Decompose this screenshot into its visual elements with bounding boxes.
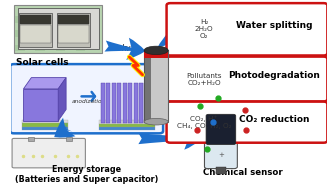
Polygon shape <box>24 78 66 89</box>
FancyBboxPatch shape <box>35 30 45 37</box>
Text: H₂
2H₂O
O₂: H₂ 2H₂O O₂ <box>195 19 213 39</box>
Text: CO₂, H⁺
CH₄, CO, H₂, O₂: CO₂, H⁺ CH₄, CO, H₂, O₂ <box>177 115 231 129</box>
FancyBboxPatch shape <box>66 37 75 44</box>
FancyBboxPatch shape <box>22 123 68 127</box>
FancyBboxPatch shape <box>24 89 58 121</box>
FancyBboxPatch shape <box>112 83 116 123</box>
FancyBboxPatch shape <box>133 83 138 123</box>
FancyBboxPatch shape <box>46 37 55 44</box>
FancyBboxPatch shape <box>22 120 68 123</box>
FancyBboxPatch shape <box>99 120 155 124</box>
Text: +: + <box>218 152 224 158</box>
FancyBboxPatch shape <box>166 102 327 143</box>
FancyBboxPatch shape <box>20 25 51 43</box>
FancyBboxPatch shape <box>66 23 75 30</box>
FancyBboxPatch shape <box>56 30 65 37</box>
FancyBboxPatch shape <box>66 137 72 141</box>
FancyBboxPatch shape <box>139 83 143 123</box>
FancyBboxPatch shape <box>35 45 45 51</box>
Text: Pollutants
CO₂+H₂O: Pollutants CO₂+H₂O <box>186 73 222 85</box>
FancyBboxPatch shape <box>57 13 90 47</box>
FancyBboxPatch shape <box>144 50 168 122</box>
FancyBboxPatch shape <box>58 15 88 24</box>
Text: Energy storage
(Batteries and Super capacitor): Energy storage (Batteries and Super capa… <box>15 165 158 184</box>
FancyBboxPatch shape <box>101 83 105 123</box>
FancyBboxPatch shape <box>86 37 95 44</box>
FancyBboxPatch shape <box>86 23 95 30</box>
FancyBboxPatch shape <box>122 83 127 123</box>
Text: Photodegradation: Photodegradation <box>229 71 320 80</box>
FancyBboxPatch shape <box>15 30 25 37</box>
Ellipse shape <box>144 46 168 55</box>
FancyBboxPatch shape <box>25 9 35 16</box>
FancyBboxPatch shape <box>56 16 65 23</box>
FancyBboxPatch shape <box>206 114 236 145</box>
FancyBboxPatch shape <box>144 83 149 123</box>
FancyBboxPatch shape <box>22 127 68 130</box>
FancyBboxPatch shape <box>35 16 45 23</box>
Text: anodization: anodization <box>72 99 106 104</box>
FancyBboxPatch shape <box>166 57 327 101</box>
Text: hv: hv <box>121 44 131 53</box>
FancyBboxPatch shape <box>46 9 55 16</box>
FancyBboxPatch shape <box>99 127 155 130</box>
FancyBboxPatch shape <box>25 37 35 44</box>
FancyBboxPatch shape <box>20 15 51 24</box>
FancyBboxPatch shape <box>86 9 95 16</box>
Text: Chemical sensor: Chemical sensor <box>203 168 283 177</box>
FancyBboxPatch shape <box>76 30 85 37</box>
Text: Signal: Signal <box>278 129 307 137</box>
FancyBboxPatch shape <box>19 13 52 47</box>
FancyBboxPatch shape <box>58 25 88 43</box>
FancyBboxPatch shape <box>14 5 102 53</box>
Text: Water splitting: Water splitting <box>236 21 313 30</box>
FancyBboxPatch shape <box>25 23 35 30</box>
FancyBboxPatch shape <box>144 50 151 122</box>
FancyBboxPatch shape <box>76 45 85 51</box>
FancyBboxPatch shape <box>99 124 155 127</box>
FancyBboxPatch shape <box>76 16 85 23</box>
FancyBboxPatch shape <box>46 23 55 30</box>
FancyBboxPatch shape <box>215 167 226 174</box>
FancyBboxPatch shape <box>117 83 121 123</box>
FancyBboxPatch shape <box>205 112 237 169</box>
Ellipse shape <box>144 119 168 125</box>
FancyBboxPatch shape <box>56 45 65 51</box>
FancyBboxPatch shape <box>144 50 168 58</box>
FancyBboxPatch shape <box>15 45 25 51</box>
FancyBboxPatch shape <box>28 137 34 141</box>
FancyBboxPatch shape <box>15 16 25 23</box>
FancyBboxPatch shape <box>12 138 85 168</box>
Text: Solar cells: Solar cells <box>16 58 69 67</box>
FancyBboxPatch shape <box>150 83 154 123</box>
FancyBboxPatch shape <box>18 8 99 49</box>
FancyBboxPatch shape <box>166 3 327 56</box>
FancyBboxPatch shape <box>66 9 75 16</box>
Polygon shape <box>58 78 66 121</box>
FancyBboxPatch shape <box>128 83 132 123</box>
Text: CO₂ reduction: CO₂ reduction <box>239 115 310 124</box>
FancyBboxPatch shape <box>10 64 163 133</box>
FancyBboxPatch shape <box>106 83 111 123</box>
